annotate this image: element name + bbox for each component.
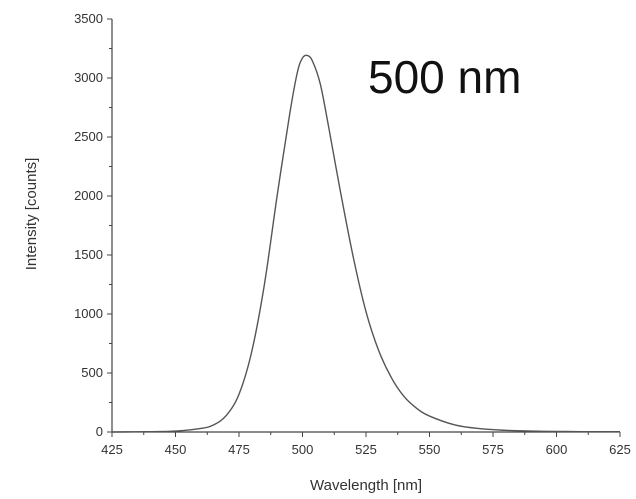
y-tick-label: 1500 xyxy=(74,247,103,262)
y-tick-label: 2000 xyxy=(74,188,103,203)
x-tick-label: 575 xyxy=(482,442,504,457)
x-tick-label: 425 xyxy=(101,442,123,457)
x-axis: 425 450 475 500 525 550 575 600 625 xyxy=(101,431,631,457)
y-axis: 0 500 1000 1500 2000 2500 3000 3500 xyxy=(74,11,113,439)
x-tick-label: 450 xyxy=(165,442,187,457)
x-tick-label: 625 xyxy=(609,442,631,457)
y-tick-label: 2500 xyxy=(74,129,103,144)
y-tick-label: 500 xyxy=(81,365,103,380)
x-tick-label: 525 xyxy=(355,442,377,457)
y-axis-title: Intensity [counts] xyxy=(23,158,40,271)
x-axis-title: Wavelength [nm] xyxy=(310,477,422,494)
y-tick-label: 1000 xyxy=(74,306,103,321)
y-tick-label: 3000 xyxy=(74,70,103,85)
x-tick-label: 475 xyxy=(228,442,250,457)
y-tick-label: 3500 xyxy=(74,11,103,26)
x-tick-label: 600 xyxy=(546,442,568,457)
x-tick-label: 500 xyxy=(292,442,314,457)
emission-spectrum-line xyxy=(111,54,621,433)
x-tick-label: 550 xyxy=(419,442,441,457)
peak-wavelength-annotation: 500 nm xyxy=(368,51,521,103)
y-tick-label: 0 xyxy=(96,424,103,439)
series-group xyxy=(111,54,621,433)
